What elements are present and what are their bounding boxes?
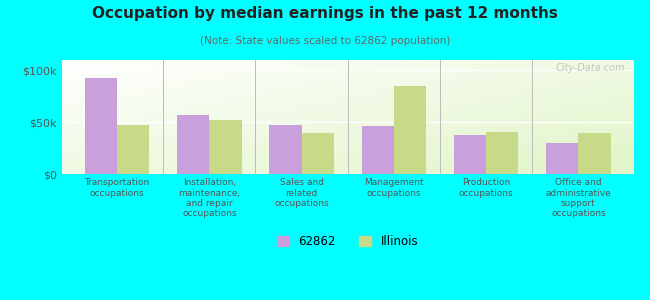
Bar [546, 143, 578, 174]
Bar [177, 115, 209, 174]
Bar [454, 135, 486, 174]
Bar [486, 131, 519, 174]
Text: (Note: State values scaled to 62862 population): (Note: State values scaled to 62862 popu… [200, 36, 450, 46]
Bar [302, 133, 334, 174]
Bar [117, 125, 150, 174]
Bar [361, 126, 394, 174]
Text: Occupation by median earnings in the past 12 months: Occupation by median earnings in the pas… [92, 6, 558, 21]
Legend: 62862, Illinois: 62862, Illinois [277, 235, 419, 248]
Bar [84, 78, 117, 174]
Bar [209, 120, 242, 174]
Text: City-Data.com: City-Data.com [556, 63, 625, 74]
Bar [269, 125, 302, 174]
Bar [394, 86, 426, 174]
Bar [578, 133, 611, 174]
